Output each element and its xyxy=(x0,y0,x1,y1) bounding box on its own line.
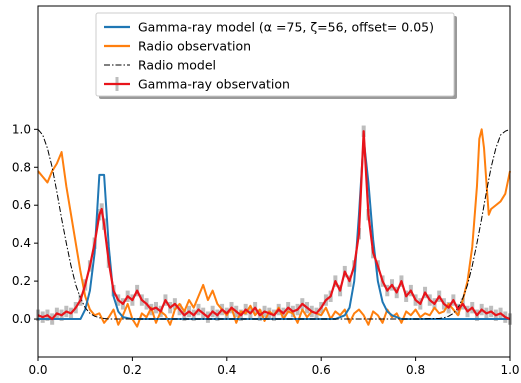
radio-model-line xyxy=(37,128,511,320)
y-tick-label: 0.4 xyxy=(12,236,31,250)
legend-box xyxy=(95,12,455,97)
legend-entry-label: Gamma-ray observation xyxy=(138,77,290,92)
legend-entry-label: Radio observation xyxy=(138,39,251,54)
plot-frame xyxy=(37,5,511,358)
gamma-error-band xyxy=(36,125,512,325)
x-tick-label: 0.0 xyxy=(28,363,47,377)
y-tick-label: 0.0 xyxy=(12,312,31,326)
legend: Gamma-ray model (α =75, ζ=56, offset= 0.… xyxy=(95,12,457,99)
x-tick-label: 0.8 xyxy=(406,363,425,377)
gamma-observation-line xyxy=(37,130,511,321)
y-tick-label: 0.8 xyxy=(12,160,31,174)
x-tick-label: 0.2 xyxy=(123,363,142,377)
x-tick-label: 1.0 xyxy=(500,363,519,377)
y-tick-label: 1.0 xyxy=(12,122,31,136)
radio-observation-line xyxy=(37,128,511,328)
y-axis: 0.0 0.2 0.4 0.6 0.8 1.0 xyxy=(12,122,38,326)
x-tick-label: 0.6 xyxy=(312,363,331,377)
legend-entry-label: Gamma-ray model (α =75, ζ=56, offset= 0.… xyxy=(138,20,434,35)
y-tick-label: 0.2 xyxy=(12,274,31,288)
series-layer xyxy=(37,128,511,328)
legend-entry-label: Radio model xyxy=(138,58,216,73)
x-tick-label: 0.4 xyxy=(217,363,236,377)
x-axis: 0.0 0.2 0.4 0.6 0.8 1.0 xyxy=(28,357,520,377)
y-tick-label: 0.6 xyxy=(12,198,31,212)
